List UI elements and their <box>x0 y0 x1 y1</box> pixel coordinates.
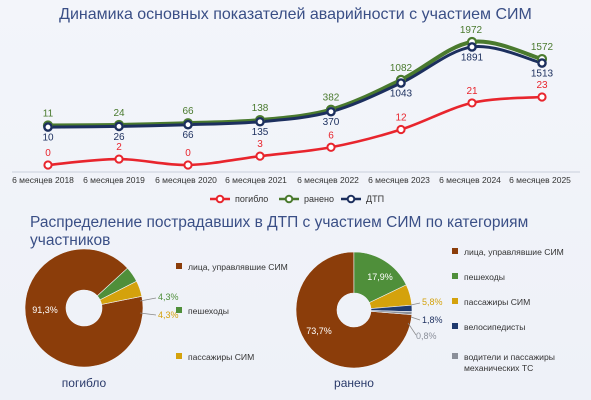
legend-dtp-text: ДТП <box>366 194 384 204</box>
point-pogiblo-0 <box>43 160 53 170</box>
label-pogiblo-2: 0 <box>185 148 191 159</box>
label-dtp-7: 1513 <box>531 69 554 80</box>
point-dtp-3 <box>255 116 265 127</box>
legend-pogiblo-text-1: пешеходы <box>188 306 229 316</box>
legend-pogiblo-text: погибло <box>235 194 268 204</box>
legend-dtp-marker <box>346 194 356 204</box>
point-pogiblo-4 <box>326 142 336 152</box>
legend-pogiblo-swatch-2 <box>176 353 182 359</box>
label-raneno-3: 138 <box>252 103 269 114</box>
point-pogiblo-6 <box>467 98 477 108</box>
label-raneno-1: 24 <box>113 108 125 119</box>
donut-raneno-value-1: 17,9% <box>367 272 393 282</box>
point-dtp-1 <box>114 121 124 132</box>
legend-pogiblo-text-0: лица, управлявшие СИМ <box>188 262 288 272</box>
label-raneno-2: 66 <box>182 106 194 117</box>
legend-raneno-text-0: лица, управлявшие СИМ <box>464 247 564 257</box>
point-pogiblo-1 <box>114 154 124 164</box>
legend-raneno-swatch-1 <box>452 273 458 279</box>
point-pogiblo-3 <box>255 151 265 161</box>
point-dtp-6 <box>467 42 477 52</box>
point-pogiblo-2 <box>183 160 193 170</box>
point-dtp-4 <box>326 106 336 117</box>
point-dtp-0 <box>43 122 53 132</box>
donut-pogiblo-leader-2 <box>139 312 157 316</box>
label-dtp-5: 1043 <box>390 89 413 100</box>
label-dtp-0: 10 <box>42 133 54 144</box>
legend-raneno-marker <box>284 194 294 204</box>
x-tick-label-3: 6 месяцев 2021 <box>225 175 287 185</box>
donut-raneno-value-4: 0,8% <box>416 331 437 341</box>
donut-pogiblo-slice-0 <box>24 248 144 368</box>
donut-pogiblo-value-1: 4,3% <box>158 292 179 302</box>
label-dtp-6: 1891 <box>461 52 484 63</box>
label-raneno-6: 1972 <box>460 25 483 36</box>
x-tick-label-5: 6 месяцев 2023 <box>368 175 430 185</box>
label-raneno-4: 382 <box>323 93 340 104</box>
donut-pogiblo-leader-1 <box>139 297 157 302</box>
label-pogiblo-7: 23 <box>536 80 548 91</box>
donut-raneno-value-0: 73,7% <box>306 326 332 336</box>
point-pogiblo-7 <box>537 92 547 102</box>
label-pogiblo-4: 6 <box>328 130 334 141</box>
label-pogiblo-0: 0 <box>45 148 51 159</box>
label-dtp-4: 370 <box>323 117 340 128</box>
legend-pogiblo-text-2: пассажиры СИМ <box>188 352 254 362</box>
donut-raneno-slice-0 <box>295 251 413 369</box>
point-pogiblo-5 <box>396 124 406 135</box>
point-dtp-2 <box>183 119 193 130</box>
label-raneno-5: 1082 <box>390 63 413 74</box>
legend-pogiblo-swatch-0 <box>176 263 182 269</box>
legend-raneno-text-1: пешеходы <box>464 272 505 282</box>
label-dtp-2: 66 <box>182 130 194 141</box>
label-raneno-7: 1572 <box>531 42 554 53</box>
legend-raneno-text-4: водители и пассажиры <box>464 352 555 362</box>
label-raneno-0: 11 <box>43 109 54 120</box>
legend-raneno-swatch-2 <box>452 298 458 304</box>
top-chart-title: Динамика основных показателей аварийност… <box>59 6 532 23</box>
label-dtp-1: 26 <box>113 132 125 143</box>
label-pogiblo-1: 2 <box>116 142 122 153</box>
donut-raneno-value-2: 5,8% <box>422 297 443 307</box>
donut-raneno-slice-1 <box>353 251 407 304</box>
donut-pogiblo-value-2: 4,3% <box>158 310 179 320</box>
donut-raneno-caption: ранено <box>334 376 374 390</box>
donut-pogiblo-slice-2 <box>99 280 143 305</box>
x-tick-label-6: 6 месяцев 2024 <box>439 175 501 185</box>
donut-pogiblo-value-0: 91,3% <box>32 305 58 315</box>
donut-raneno-leader-2 <box>410 302 421 306</box>
bottom-section-title: Распределение пострадавших в ДТП с участ… <box>30 214 529 249</box>
legend-pogiblo-swatch-1 <box>176 307 182 313</box>
x-tick-label-2: 6 месяцев 2020 <box>155 175 217 185</box>
x-tick-label-7: 6 месяцев 2025 <box>509 175 571 185</box>
donut-raneno-leader-3 <box>410 316 421 321</box>
legend-raneno-text: ранено <box>304 194 334 204</box>
donut-raneno-slice-4 <box>370 310 413 315</box>
legend-raneno-swatch-4 <box>452 353 458 359</box>
donut-raneno-value-3: 1,8% <box>422 315 443 325</box>
legend-raneno-swatch-3 <box>452 323 458 329</box>
label-pogiblo-3: 3 <box>257 139 263 150</box>
x-tick-label-1: 6 месяцев 2019 <box>83 175 145 185</box>
series-line-dtp <box>47 45 543 129</box>
donut-pogiblo-caption: погибло <box>62 376 107 390</box>
legend-raneno-text-3: велосипедисты <box>464 322 525 332</box>
x-tick-label-0: 6 месяцев 2018 <box>12 175 74 185</box>
label-pogiblo-5: 12 <box>395 113 407 124</box>
legend-raneno-swatch-0 <box>452 248 458 254</box>
point-dtp-5 <box>396 78 406 88</box>
series-line-pogiblo <box>47 95 543 167</box>
label-dtp-3: 135 <box>252 127 269 138</box>
legend-pogiblo-marker <box>215 194 225 204</box>
donut-raneno-leader-4 <box>407 322 417 336</box>
x-tick-label-4: 6 месяцев 2022 <box>297 175 359 185</box>
legend-raneno-text-4-b: механических ТС <box>464 363 533 373</box>
label-pogiblo-6: 21 <box>466 86 478 97</box>
point-dtp-7 <box>537 58 547 68</box>
legend-raneno-text-2: пассажиры СИМ <box>464 297 530 307</box>
line-chart: 0 2 0 3 6 12 21 23 11 24 66 138 382 1082 1972 1572 10 26 6… <box>12 25 580 204</box>
